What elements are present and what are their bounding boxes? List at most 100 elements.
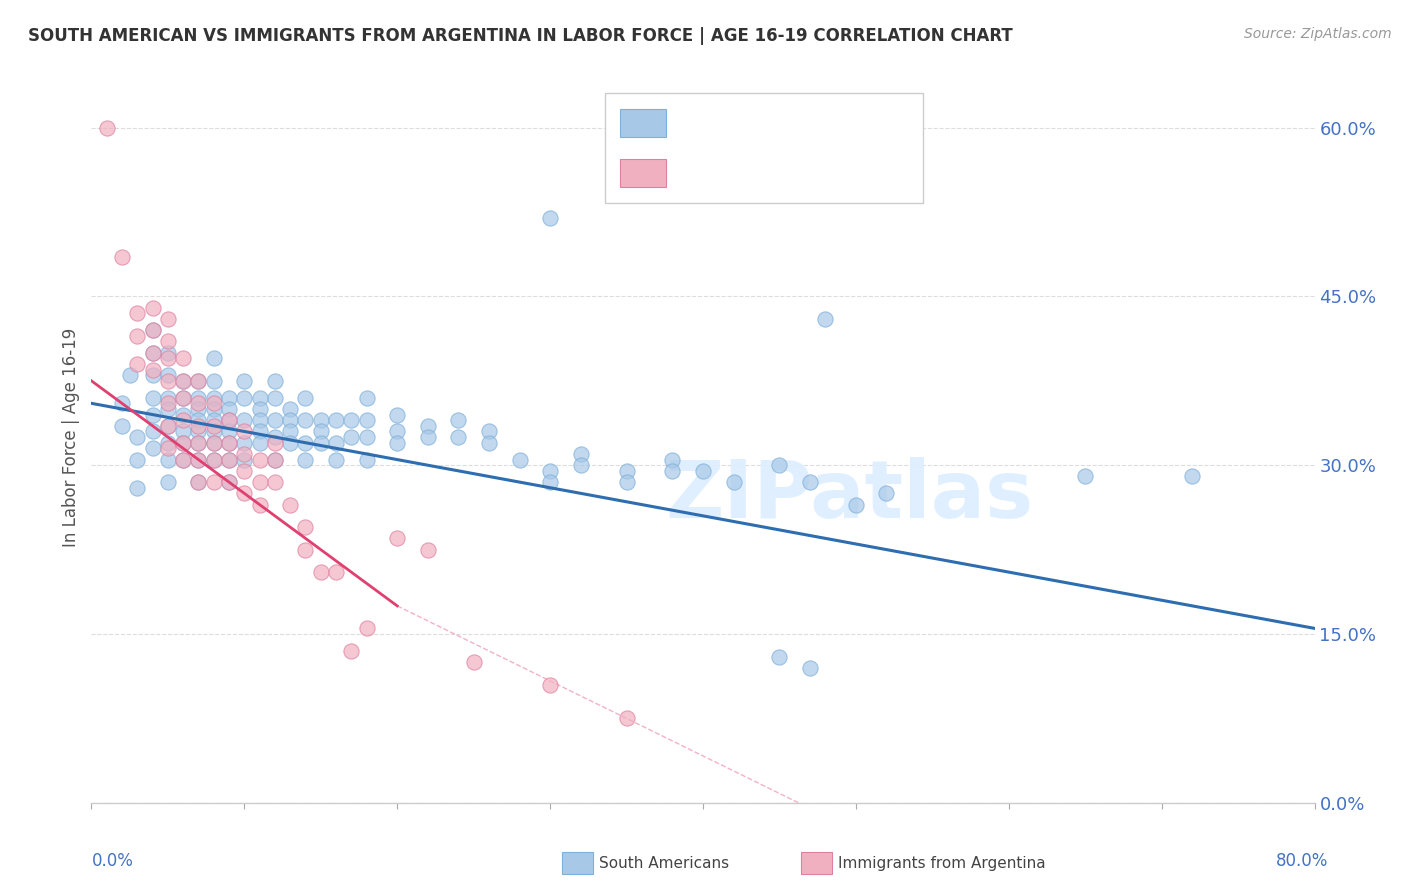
Point [141, 442, 163, 456]
Point [264, 430, 287, 444]
Text: R =: R = [685, 164, 721, 182]
Point [692, 464, 714, 478]
Point [233, 447, 256, 461]
Point [340, 644, 363, 658]
Point [172, 374, 194, 388]
Point [278, 425, 301, 439]
Point [172, 351, 194, 366]
Text: Source: ZipAtlas.com: Source: ZipAtlas.com [1244, 27, 1392, 41]
Point [202, 374, 225, 388]
Point [356, 430, 378, 444]
Point [111, 396, 134, 410]
Point [233, 452, 256, 467]
Point [141, 345, 163, 359]
Point [723, 475, 745, 489]
Point [478, 435, 501, 450]
Point [340, 430, 363, 444]
Point [156, 391, 179, 405]
Point [127, 481, 149, 495]
Point [96, 120, 118, 135]
Point [416, 418, 439, 433]
Point [294, 452, 316, 467]
Point [187, 435, 209, 450]
Point [218, 452, 240, 467]
Point [233, 486, 256, 500]
Point [340, 413, 363, 427]
Point [309, 565, 332, 579]
Point [416, 542, 439, 557]
Point [187, 413, 209, 427]
Point [569, 458, 592, 473]
Point [202, 396, 225, 410]
FancyBboxPatch shape [605, 94, 924, 203]
Point [768, 458, 790, 473]
Point [156, 351, 179, 366]
Point [141, 368, 163, 383]
Point [202, 351, 225, 366]
Point [385, 532, 409, 546]
Point [264, 452, 287, 467]
Point [509, 452, 531, 467]
Point [156, 312, 179, 326]
Point [325, 452, 347, 467]
Point [278, 435, 301, 450]
Point [111, 250, 134, 264]
Point [249, 475, 271, 489]
Point [156, 418, 179, 433]
Point [141, 425, 163, 439]
Point [233, 391, 256, 405]
Point [264, 452, 287, 467]
Point [187, 374, 209, 388]
Point [249, 435, 271, 450]
Point [538, 211, 561, 225]
Point [156, 396, 179, 410]
Point [127, 328, 149, 343]
Point [1181, 469, 1204, 483]
Point [249, 391, 271, 405]
Point [218, 413, 240, 427]
Point [233, 374, 256, 388]
Point [264, 413, 287, 427]
Text: N =: N = [820, 164, 856, 182]
Point [661, 464, 683, 478]
Point [172, 413, 194, 427]
Point [218, 413, 240, 427]
Point [249, 401, 271, 416]
Point [309, 425, 332, 439]
Point [218, 425, 240, 439]
Point [294, 542, 316, 557]
Point [325, 435, 347, 450]
Point [356, 413, 378, 427]
Point [356, 391, 378, 405]
Point [447, 413, 470, 427]
Point [111, 418, 134, 433]
Text: South Americans: South Americans [599, 856, 730, 871]
Point [172, 452, 194, 467]
Point [156, 368, 179, 383]
Point [187, 418, 209, 433]
Point [385, 408, 409, 422]
Point [233, 425, 256, 439]
Point [187, 475, 209, 489]
Point [463, 655, 485, 669]
Point [249, 498, 271, 512]
Point [218, 452, 240, 467]
Point [799, 661, 821, 675]
Point [156, 418, 179, 433]
Point [187, 435, 209, 450]
Point [233, 464, 256, 478]
Point [278, 498, 301, 512]
Text: Immigrants from Argentina: Immigrants from Argentina [838, 856, 1046, 871]
Text: R =: R = [685, 114, 721, 132]
Text: 0.0%: 0.0% [91, 852, 134, 870]
Point [141, 362, 163, 376]
Point [569, 447, 592, 461]
Point [202, 452, 225, 467]
Point [218, 391, 240, 405]
Point [264, 475, 287, 489]
Point [187, 425, 209, 439]
Point [127, 357, 149, 371]
Point [202, 452, 225, 467]
Point [172, 391, 194, 405]
Point [538, 678, 561, 692]
